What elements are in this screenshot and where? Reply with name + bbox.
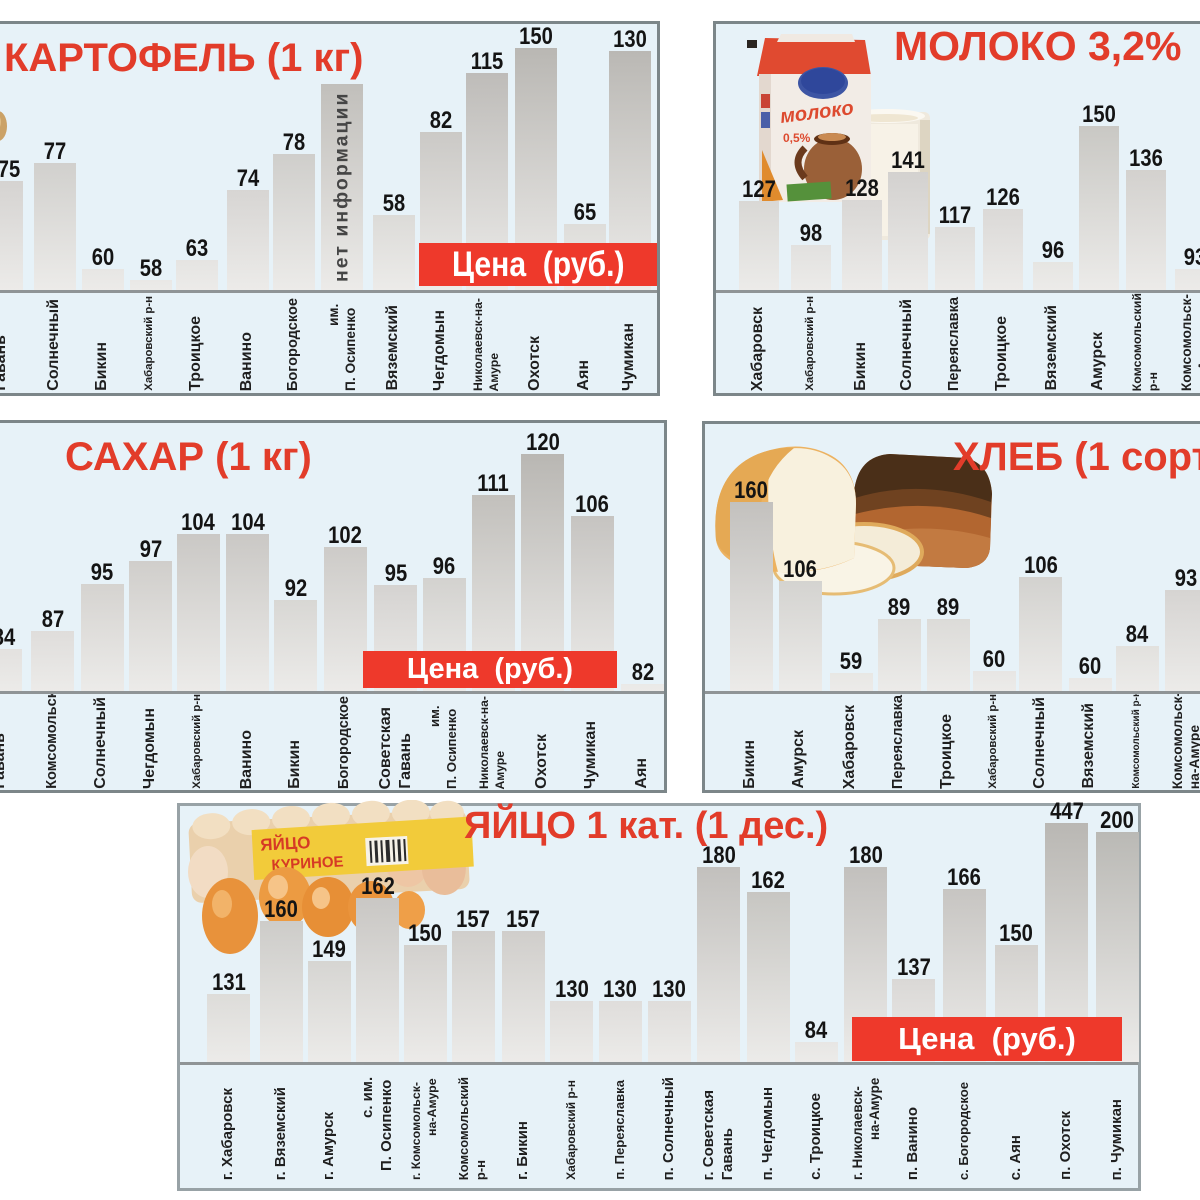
svg-text:ЯЙЦО: ЯЙЦО bbox=[260, 833, 311, 855]
svg-text:0,5%: 0,5% bbox=[783, 131, 811, 145]
